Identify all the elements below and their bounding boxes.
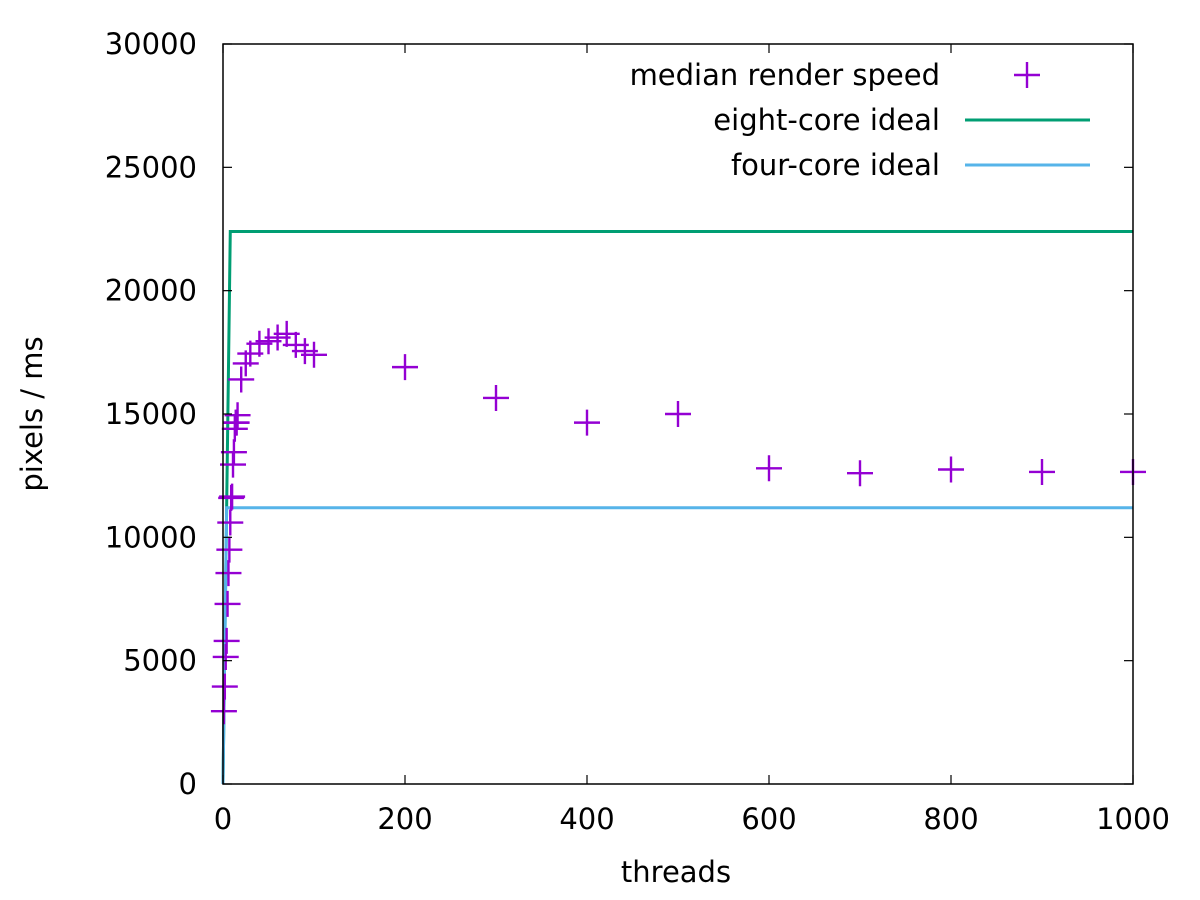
data-point — [847, 460, 873, 487]
y-axis-ticks: 0 5000 10000 15000 20000 25000 30000 — [105, 27, 1133, 801]
x-axis-ticks: 0 200 400 600 800 1000 — [214, 44, 1170, 836]
y-tick-label: 20000 — [105, 274, 197, 308]
legend: median render speed eight-core ideal four-… — [630, 58, 1090, 182]
x-tick-label: 0 — [214, 802, 232, 836]
data-point — [228, 366, 255, 393]
data-point — [217, 509, 244, 536]
legend-marker — [1014, 62, 1040, 88]
y-tick-label: 30000 — [105, 27, 197, 61]
y-tick-label: 25000 — [105, 150, 197, 184]
data-point — [220, 439, 247, 466]
data-point — [483, 384, 509, 411]
plot-marks — [210, 229, 1146, 785]
y-tick-label: 10000 — [105, 520, 197, 554]
legend-label: median render speed — [630, 58, 940, 92]
data-point — [301, 341, 327, 368]
legend-label: four-core ideal — [731, 148, 940, 182]
data-point — [392, 354, 418, 381]
legend-label: eight-core ideal — [713, 103, 940, 137]
data-point — [756, 455, 782, 482]
x-tick-label: 600 — [741, 802, 796, 836]
data-point — [938, 456, 964, 483]
data-point — [210, 698, 237, 725]
x-tick-label: 1000 — [1096, 802, 1170, 836]
y-axis-label: pixels / ms — [15, 336, 49, 491]
data-point — [211, 673, 238, 700]
data-point — [215, 560, 242, 587]
x-tick-label: 800 — [923, 802, 978, 836]
data-point — [574, 409, 600, 436]
data-point — [224, 402, 251, 429]
data-point — [665, 401, 691, 427]
data-point — [216, 536, 243, 563]
data-point — [213, 627, 240, 654]
data-point — [1029, 458, 1055, 485]
y-tick-label: 5000 — [123, 644, 197, 678]
x-tick-label: 200 — [377, 802, 432, 836]
data-point — [214, 590, 241, 617]
x-tick-label: 400 — [559, 802, 614, 836]
y-tick-label: 15000 — [105, 397, 197, 431]
y-tick-label: 0 — [179, 767, 197, 801]
series-line — [221, 506, 1133, 785]
x-axis-label: threads — [621, 855, 731, 889]
